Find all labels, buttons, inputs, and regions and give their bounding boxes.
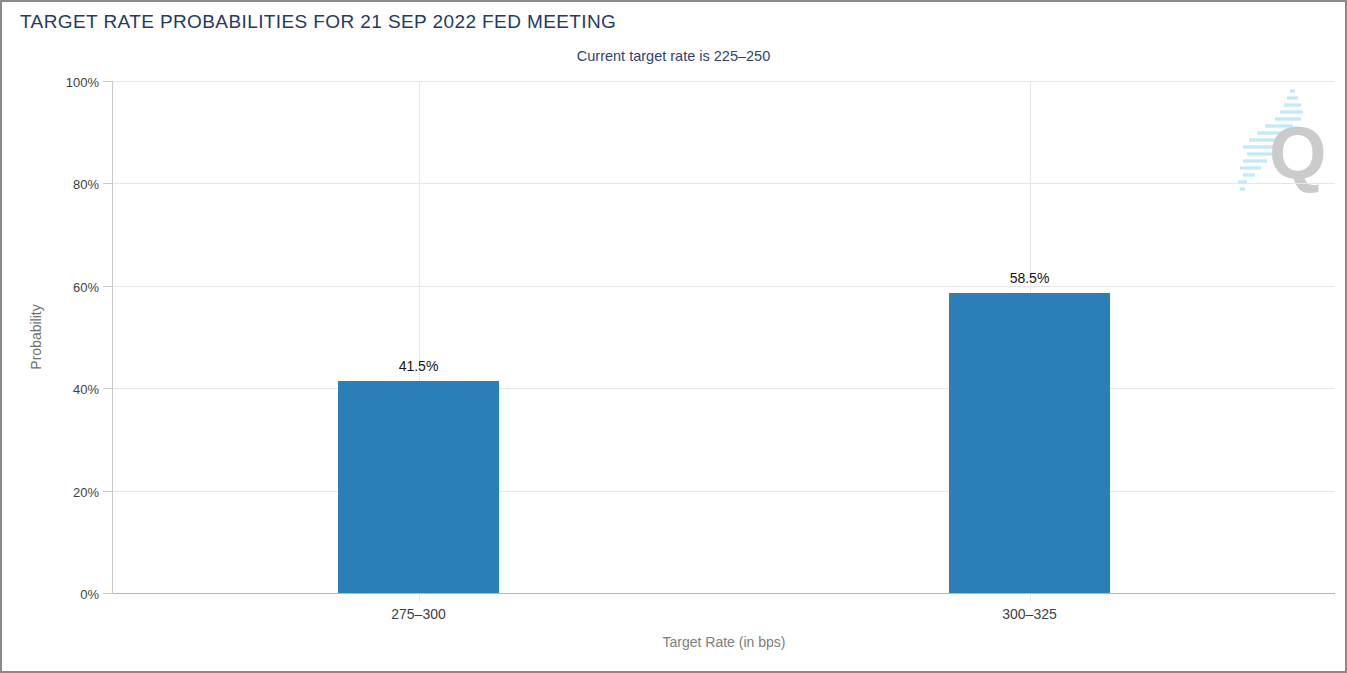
plot-area: Probability Target Rate (in bps) 0%20%40… <box>112 82 1335 594</box>
y-gridline <box>113 491 1335 492</box>
y-tick-label: 0% <box>29 588 99 601</box>
x-tick-label: 275–300 <box>339 607 499 621</box>
y-gridline <box>113 81 1335 82</box>
y-gridline <box>113 286 1335 287</box>
y-tick-label: 60% <box>29 280 99 293</box>
y-tick-label: 100% <box>29 76 99 89</box>
x-tick-label: 300–325 <box>950 607 1110 621</box>
y-axis-title: Probability <box>28 227 44 447</box>
bar-300-325[interactable] <box>949 293 1111 593</box>
chart-subtitle: Current target rate is 225–250 <box>2 48 1345 64</box>
y-tick-mark <box>103 491 113 492</box>
y-tick-label: 80% <box>29 178 99 191</box>
x-axis-title: Target Rate (in bps) <box>113 634 1335 650</box>
y-tick-mark <box>103 286 113 287</box>
y-tick-mark <box>103 388 113 389</box>
y-tick-label: 40% <box>29 383 99 396</box>
bar-value-label: 41.5% <box>349 359 489 373</box>
bar-value-label: 58.5% <box>960 271 1100 285</box>
y-gridline <box>113 183 1335 184</box>
bar-275-300[interactable] <box>338 381 500 593</box>
y-tick-mark <box>103 593 113 594</box>
chart-window: TARGET RATE PROBABILITIES FOR 21 SEP 202… <box>0 0 1347 673</box>
y-tick-label: 20% <box>29 485 99 498</box>
y-gridline <box>113 388 1335 389</box>
y-tick-mark <box>103 81 113 82</box>
y-gridline <box>113 593 1335 594</box>
y-tick-mark <box>103 183 113 184</box>
chart-title: TARGET RATE PROBABILITIES FOR 21 SEP 202… <box>20 11 616 33</box>
